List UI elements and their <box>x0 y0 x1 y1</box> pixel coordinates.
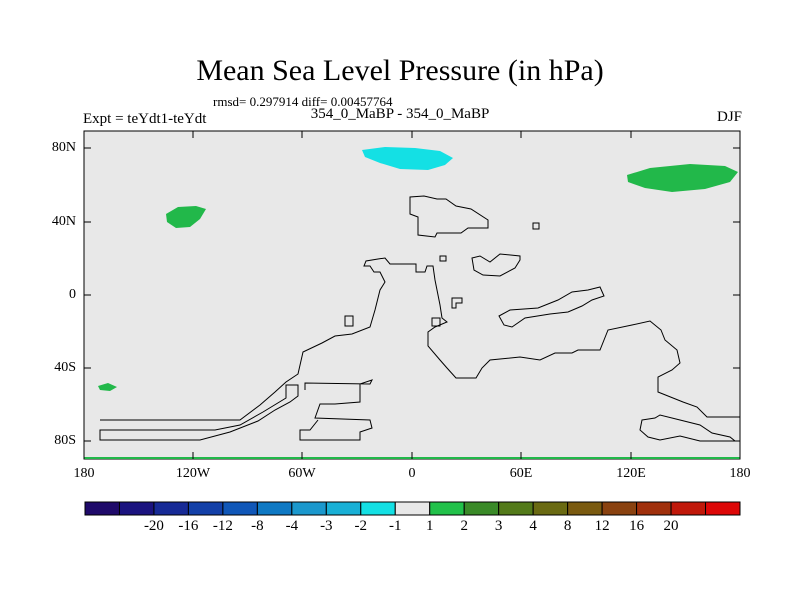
colorbar-swatch <box>84 501 120 516</box>
colorbar-swatch <box>256 501 293 516</box>
colorbar-swatch <box>429 501 465 516</box>
colorbar-swatch <box>118 501 155 516</box>
colorbar-label: 12 <box>594 518 610 534</box>
coastline-islet <box>431 317 441 327</box>
colorbar-label: -16 <box>178 518 199 534</box>
y-tick-label: 80N <box>51 140 76 155</box>
period-label: 354_0_MaBP - 354_0_MaBP <box>310 106 490 122</box>
axis-ticks <box>83 131 741 459</box>
colorbar-swatch <box>394 501 431 516</box>
colorbar-label: -12 <box>212 518 233 534</box>
stats-label: rmsd= 0.297914 diff= 0.00457764 <box>213 94 393 109</box>
colorbar-swatch <box>705 501 741 516</box>
coastline-eastern-arm <box>498 286 605 328</box>
colorbar-swatch <box>567 501 603 516</box>
map-plot-area <box>83 130 741 460</box>
colorbar-label: -8 <box>251 518 264 534</box>
x-tick-label: 60E <box>509 466 533 481</box>
colorbar-swatch <box>463 501 500 516</box>
y-tick-label: 0 <box>69 287 76 302</box>
colorbar-swatch <box>153 501 189 516</box>
colorbar-label: 4 <box>529 518 537 534</box>
map-title: Mean Sea Level Pressure (in hPa) <box>196 54 604 87</box>
colorbar-label: 3 <box>494 518 503 534</box>
colorbar-label: 8 <box>563 518 572 534</box>
coastline-southern-arm <box>299 379 373 441</box>
coastline-island-east <box>471 253 521 277</box>
colorbar-label: -2 <box>354 518 368 534</box>
colorbar-label: 20 <box>663 518 679 534</box>
colorbar-label: -4 <box>285 518 299 534</box>
coastline-islet <box>451 297 463 309</box>
colorbar-swatch <box>291 501 327 516</box>
positive-anomaly-region <box>98 383 117 391</box>
coastline-islet <box>532 222 540 230</box>
colorbar-swatch <box>360 501 396 516</box>
colorbar <box>84 501 741 516</box>
colorbar-label: -20 <box>143 518 164 534</box>
colorbar-swatch <box>636 501 672 516</box>
coastline-continent-west-inner <box>99 384 299 441</box>
colorbar-label: 1 <box>425 518 434 534</box>
negative-anomaly-region <box>362 147 453 170</box>
colorbar-label: 2 <box>460 518 468 534</box>
colorbar-swatch <box>532 501 569 516</box>
experiment-label: Expt = teYdt1-teYdt <box>83 111 207 127</box>
x-tick-label: 120W <box>175 466 211 481</box>
y-tick-label: 80S <box>54 433 76 448</box>
x-tick-label: 120E <box>616 466 646 481</box>
x-tick-label: 180 <box>73 466 95 481</box>
colorbar-swatch <box>222 501 258 516</box>
positive-anomaly-region <box>166 206 206 228</box>
colorbar-swatch <box>670 501 707 516</box>
colorbar-swatch <box>187 501 224 516</box>
x-tick-label: 0 <box>408 466 416 481</box>
season-label: DJF <box>716 109 742 125</box>
colorbar-swatch <box>601 501 638 516</box>
coastline-island-north <box>409 195 489 238</box>
y-tick-label: 40S <box>54 360 76 375</box>
positive-anomaly-region <box>627 164 738 192</box>
coastline-continent-west <box>100 257 740 421</box>
colorbar-swatch <box>498 501 534 516</box>
colorbar-label: -1 <box>389 518 402 534</box>
coastline-south-east <box>639 414 737 442</box>
colorbar-label: -3 <box>320 518 333 534</box>
x-tick-label: 180 <box>729 466 751 481</box>
colorbar-swatch <box>325 501 362 516</box>
y-tick-label: 40N <box>51 214 76 229</box>
x-tick-label: 60W <box>288 466 316 481</box>
colorbar-label: 16 <box>629 518 645 534</box>
coastline-islet <box>344 315 354 327</box>
coastlines <box>99 195 740 442</box>
coastline-islet <box>439 255 447 262</box>
